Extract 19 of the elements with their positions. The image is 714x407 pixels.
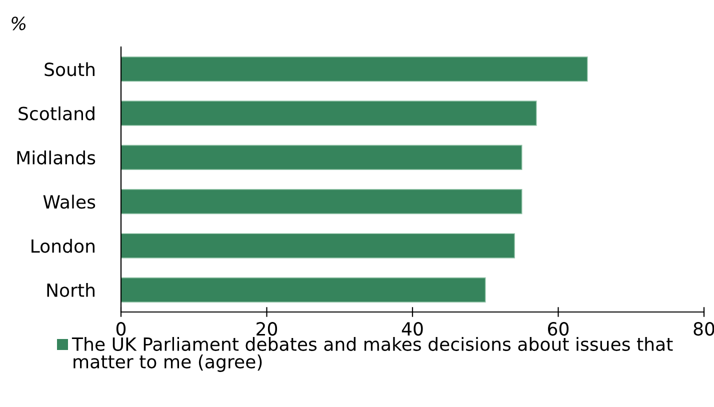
y-tick-label: Wales — [43, 194, 96, 209]
bar — [121, 100, 537, 126]
bar — [121, 56, 588, 82]
bar — [121, 189, 522, 214]
y-tick-label: Midlands — [17, 150, 96, 165]
x-tick-label: 40 — [402, 322, 423, 336]
y-tick-label: South — [44, 62, 94, 76]
bar — [121, 233, 515, 258]
bar — [121, 277, 486, 302]
y-tick-label: London — [32, 238, 94, 253]
legend-label: The UK Parliament debates and makes decisions about issues that matter to me (agree) — [72, 337, 673, 372]
y-axis-title: % — [12, 16, 26, 30]
y-tick-label: Scotland — [18, 106, 94, 120]
x-tick-label: 80 — [694, 322, 714, 336]
x-tick-label: 20 — [256, 322, 278, 336]
y-tick-label: North — [47, 283, 94, 298]
bar — [121, 144, 522, 170]
x-tick-label: 60 — [548, 322, 569, 336]
x-tick-label: 0 — [116, 322, 126, 336]
